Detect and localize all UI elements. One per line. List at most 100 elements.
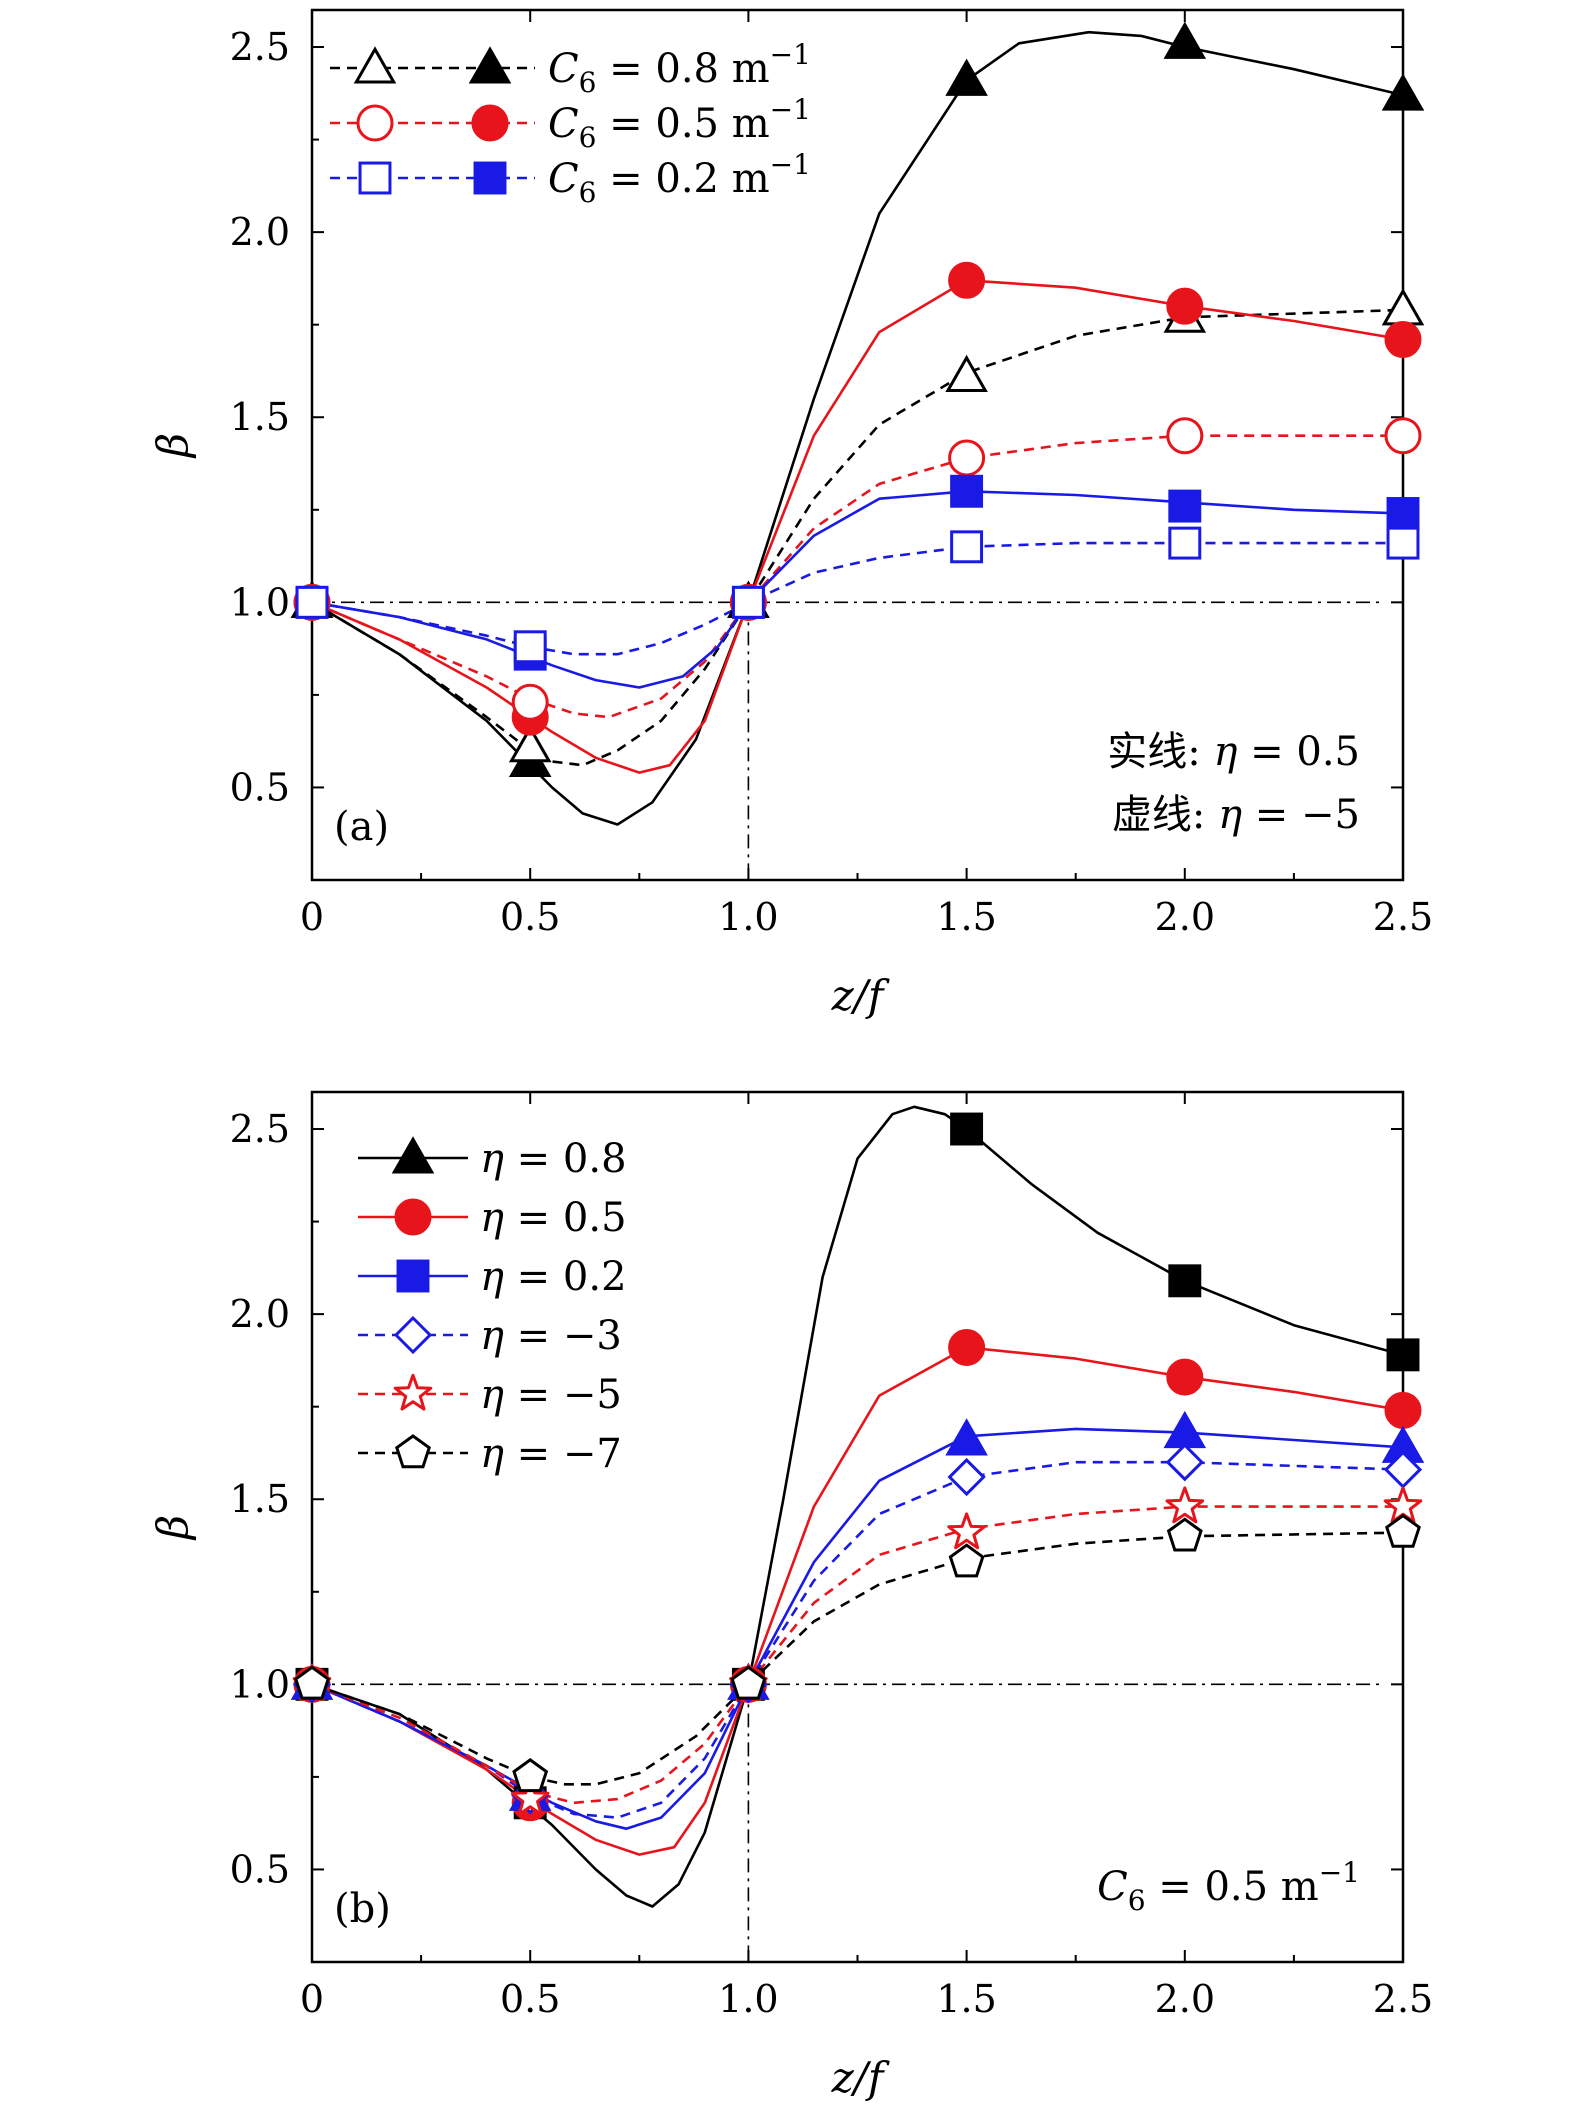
x-tick-label: 0.5 [500, 895, 560, 939]
series-6 [311, 541, 1403, 656]
y-axis-label: β [148, 1515, 197, 1541]
series-line [311, 1460, 1404, 1819]
series-markers-3 [293, 261, 1422, 736]
series-line [311, 1105, 1404, 1908]
chart-panel-2: 0 0.5 1.0 1.5 2.0 2.5 0.5 1.0 1.5 2.0 2.5 z/f β η = 0… [148, 1090, 1433, 2102]
data-point-marker [1165, 1443, 1204, 1482]
legend-label: η = 0.2 [480, 1254, 627, 1300]
data-point-marker [1163, 1410, 1207, 1449]
series-markers-2 [290, 288, 1425, 763]
data-point-marker [947, 1512, 986, 1550]
plot-frame [310, 1090, 1405, 1964]
data-point-marker [1168, 1264, 1202, 1298]
legend-label: η = −5 [480, 1372, 622, 1418]
legend: C6 = 0.8 m−1C6 = 0.5 m−1C6 = 0.2 m−1 [330, 38, 811, 209]
annotation: C6 = 0.5 m−1 [1097, 1856, 1360, 1917]
x-tick-label: 0 [300, 895, 324, 939]
data-point-marker [948, 1328, 986, 1366]
series-1 [311, 1105, 1404, 1908]
series-line [311, 490, 1404, 689]
x-tick-label: 0 [300, 1977, 324, 2021]
legend-label: C6 = 0.8 m−1 [548, 38, 811, 99]
legend-label: η = −3 [480, 1313, 622, 1359]
data-point-marker [950, 1112, 984, 1146]
series-markers-6 [295, 526, 1420, 664]
x-tick-label: 1.0 [718, 895, 778, 939]
series-3 [311, 279, 1404, 774]
legend-marker [353, 46, 397, 84]
series-line [311, 434, 1403, 719]
y-tick-label: 1.0 [230, 1662, 290, 1706]
legend-label: C6 = 0.5 m−1 [548, 93, 811, 154]
data-point-marker [1384, 320, 1422, 358]
data-point-marker [731, 585, 765, 619]
y-axis-label: β [148, 433, 197, 459]
x-tick-label: 2.5 [1373, 1977, 1433, 2021]
x-axis-label: z/f [831, 971, 890, 1020]
legend-marker [391, 1136, 435, 1174]
y-tick-label: 1.5 [230, 395, 290, 439]
legend-label: η = −7 [480, 1431, 622, 1477]
panel-label: (a) [334, 804, 389, 850]
data-point-marker [1385, 1513, 1421, 1548]
x-tick-label: 0.5 [500, 1977, 560, 2021]
data-point-marker [1384, 1391, 1422, 1429]
x-tick-label: 2.0 [1155, 895, 1215, 939]
data-point-marker [1386, 1338, 1420, 1372]
data-point-marker [945, 58, 988, 96]
legend-marker [358, 161, 392, 195]
data-point-marker [511, 683, 549, 721]
data-point-marker [1381, 288, 1425, 326]
data-point-marker [512, 1758, 549, 1793]
y-tick-label: 2.5 [230, 25, 290, 69]
series-markers-1 [295, 1112, 1420, 1820]
series-line [311, 1427, 1404, 1830]
data-point-marker [295, 585, 329, 619]
data-point-marker [945, 1418, 988, 1456]
series-5 [311, 490, 1404, 689]
data-point-marker [1163, 21, 1207, 59]
data-point-marker [1381, 73, 1425, 111]
series-1 [311, 30, 1404, 826]
series-5 [311, 1505, 1403, 1805]
data-point-marker [1166, 1358, 1204, 1396]
series-line [311, 279, 1404, 774]
series-2 [311, 1346, 1404, 1856]
series-markers-3 [290, 1410, 1425, 1811]
series-markers-5 [295, 474, 1420, 671]
data-point-marker [513, 630, 547, 664]
annotation: 虚线: η = −5 [1112, 792, 1360, 838]
x-tick-label: 1.0 [718, 1977, 778, 2021]
data-point-marker [1386, 497, 1420, 530]
y-tick-label: 1.0 [230, 580, 290, 624]
panel-label: (b) [334, 1886, 391, 1932]
data-point-marker [294, 1665, 330, 1700]
data-point-marker [1386, 526, 1420, 560]
legend-label: C6 = 0.2 m−1 [548, 148, 811, 209]
data-point-marker [948, 439, 986, 477]
series-2 [311, 308, 1404, 767]
legend-label: η = 0.8 [480, 1136, 627, 1182]
legend-marker [468, 46, 512, 84]
x-tick-label: 2.0 [1155, 1977, 1215, 2021]
series-markers-1 [290, 21, 1425, 778]
series-6 [311, 1531, 1404, 1786]
x-tick-label: 2.5 [1373, 895, 1433, 939]
data-point-marker [950, 530, 984, 564]
x-axis-label: z/f [831, 2053, 890, 2102]
data-point-marker [1166, 1517, 1203, 1552]
data-point-marker [510, 1778, 550, 1816]
data-point-marker [947, 1457, 986, 1497]
y-tick-label: 0.5 [230, 765, 290, 809]
legend-marker [393, 1373, 433, 1411]
series-line [311, 1346, 1404, 1856]
series-line [311, 541, 1403, 656]
data-point-marker [508, 725, 552, 763]
legend-marker [356, 104, 394, 142]
data-point-marker [730, 1665, 767, 1700]
data-point-marker [945, 354, 988, 393]
data-point-marker [1165, 1486, 1205, 1524]
legend-label: η = 0.5 [480, 1195, 627, 1241]
legend-marker [394, 1198, 432, 1236]
